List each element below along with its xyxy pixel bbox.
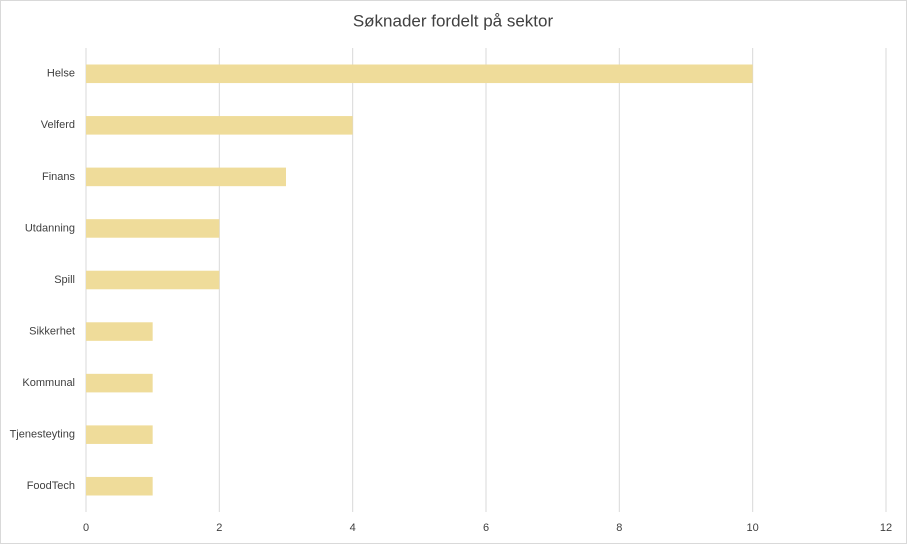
y-tick-label: FoodTech: [27, 480, 75, 492]
bar: [86, 219, 220, 238]
x-tick-label: 8: [616, 522, 622, 534]
x-tick-label: 10: [747, 522, 759, 534]
y-tick-label: Sikkerhet: [29, 325, 75, 337]
bar: [86, 116, 353, 135]
y-tick-label: Helse: [47, 68, 75, 80]
y-tick-label: Finans: [42, 171, 76, 183]
y-tick-label: Spill: [54, 274, 75, 286]
x-tick-label: 12: [880, 522, 892, 534]
bar: [86, 64, 753, 84]
x-tick-label: 4: [350, 522, 356, 534]
y-tick-label: Tjenesteyting: [10, 429, 75, 441]
bar: [86, 373, 153, 393]
y-tick-label: Velferd: [41, 119, 75, 131]
chart-title: Søknader fordelt på sektor: [353, 11, 554, 30]
x-tick-label: 2: [216, 522, 222, 534]
y-tick-label: Utdanning: [25, 222, 75, 234]
bar: [86, 322, 153, 341]
x-tick-label: 0: [83, 522, 89, 534]
bar: [86, 167, 286, 187]
y-tick-label: Kommunal: [22, 377, 75, 389]
bar: [86, 270, 220, 290]
bar: [86, 425, 153, 444]
bar: [86, 476, 153, 496]
x-tick-label: 6: [483, 522, 489, 534]
